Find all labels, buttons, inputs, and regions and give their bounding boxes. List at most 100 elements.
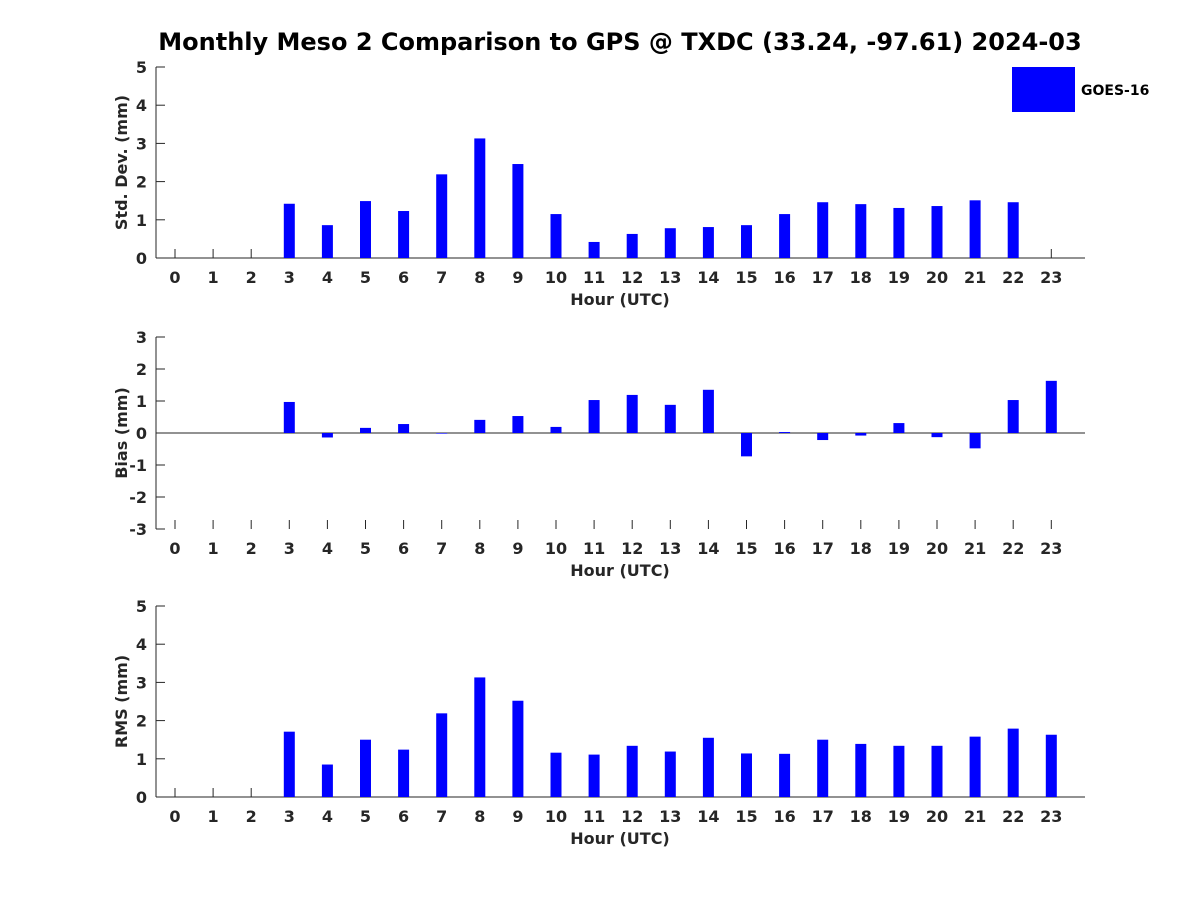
rms-x-tick-label: 18 — [850, 807, 872, 826]
bias-bar-hour-18 — [855, 433, 867, 436]
bias-bar-hour-22 — [1007, 400, 1019, 433]
rms-x-tick-label: 23 — [1040, 807, 1062, 826]
bias-bar-hour-14 — [702, 389, 714, 433]
std-dev-x-tick-label: 0 — [169, 268, 180, 287]
bias-x-tick-label: 14 — [697, 539, 719, 558]
std-dev-x-tick-label: 15 — [735, 268, 757, 287]
std-dev-x-tick-label: 6 — [398, 268, 409, 287]
bias-x-tick-label: 9 — [512, 539, 523, 558]
bias-x-tick-label: 23 — [1040, 539, 1062, 558]
bias-bar-hour-23 — [1045, 380, 1057, 433]
bias-x-tick-label: 6 — [398, 539, 409, 558]
bias-x-tick-label: 5 — [360, 539, 371, 558]
bias-x-tick-label: 15 — [735, 539, 757, 558]
rms-x-tick-label: 7 — [436, 807, 447, 826]
bias-x-tick-label: 12 — [621, 539, 643, 558]
bias-bar-hour-13 — [664, 404, 676, 433]
rms-bar-hour-10 — [550, 752, 562, 797]
std-dev-y-tick-label: 5 — [136, 58, 147, 77]
rms-bar-hour-15 — [741, 753, 752, 797]
rms-x-tick-label: 17 — [812, 807, 834, 826]
bias-x-tick-label: 22 — [1002, 539, 1024, 558]
std-dev-x-tick-label: 10 — [545, 268, 567, 287]
bias-bar-hour-21 — [969, 433, 981, 449]
std-dev-bar-hour-9 — [512, 164, 524, 258]
std-dev-bar-hour-13 — [664, 228, 676, 258]
rms-x-tick-label: 22 — [1002, 807, 1024, 826]
std-dev-x-tick-label: 19 — [888, 268, 910, 287]
std-dev-x-tick-label: 3 — [284, 268, 295, 287]
std-dev-bar-hour-18 — [855, 204, 867, 258]
std-dev-x-tick-label: 12 — [621, 268, 643, 287]
rms-y-tick-label: 3 — [136, 673, 147, 692]
bias-bar-hour-5 — [360, 427, 371, 433]
std-dev-y-tick-label: 1 — [136, 211, 147, 230]
std-dev-x-tick-label: 21 — [964, 268, 986, 287]
rms-bar-hour-11 — [588, 754, 600, 797]
bias-x-axis-label: Hour (UTC) — [570, 561, 670, 580]
rms-y-tick-label: 2 — [136, 712, 147, 731]
bias-x-tick-label: 19 — [888, 539, 910, 558]
bias-bar-hour-6 — [398, 424, 410, 433]
rms-bar-hour-14 — [702, 737, 714, 797]
std-dev-bar-hour-14 — [702, 227, 714, 258]
bias-x-tick-label: 1 — [208, 539, 219, 558]
rms-x-tick-label: 12 — [621, 807, 643, 826]
rms-x-tick-label: 3 — [284, 807, 295, 826]
std-dev-y-tick-label: 3 — [136, 134, 147, 153]
rms-bar-hour-8 — [474, 677, 486, 797]
std-dev-x-tick-label: 22 — [1002, 268, 1024, 287]
std-dev-x-tick-label: 7 — [436, 268, 447, 287]
rms-bar-hour-23 — [1045, 734, 1057, 797]
bias-bar-hour-15 — [741, 433, 752, 457]
rms-bar-hour-12 — [626, 745, 638, 797]
std-dev-bar-hour-8 — [474, 138, 486, 258]
rms-x-tick-label: 13 — [659, 807, 681, 826]
std-dev-bar-hour-6 — [398, 211, 410, 258]
std-dev-y-tick-label: 4 — [136, 96, 147, 115]
bias-bar-hour-17 — [817, 433, 829, 441]
std-dev-bar-hour-10 — [550, 214, 562, 258]
rms-x-tick-label: 15 — [735, 807, 757, 826]
bias-bar-hour-16 — [779, 432, 791, 433]
rms-x-tick-label: 19 — [888, 807, 910, 826]
std-dev-bar-hour-19 — [893, 207, 905, 258]
rms-x-tick-label: 20 — [926, 807, 948, 826]
std-dev-x-tick-label: 16 — [773, 268, 795, 287]
rms-x-tick-label: 21 — [964, 807, 986, 826]
std-dev-x-tick-label: 4 — [322, 268, 333, 287]
bias-y-tick-label: -1 — [129, 456, 147, 475]
rms-x-tick-label: 0 — [169, 807, 180, 826]
std-dev-x-tick-label: 14 — [697, 268, 719, 287]
rms-x-tick-label: 14 — [697, 807, 719, 826]
std-dev-bar-hour-12 — [626, 233, 638, 258]
std-dev-bar-hour-5 — [360, 201, 371, 258]
rms-x-tick-label: 16 — [773, 807, 795, 826]
std-dev-x-tick-label: 17 — [812, 268, 834, 287]
std-dev-x-tick-label: 5 — [360, 268, 371, 287]
rms-bar-hour-9 — [512, 700, 524, 797]
rms-bar-hour-13 — [664, 751, 676, 797]
bias-y-tick-label: 1 — [136, 392, 147, 411]
std-dev-bar-hour-17 — [817, 202, 829, 258]
rms-bar-hour-5 — [360, 739, 371, 797]
bias-x-tick-label: 11 — [583, 539, 605, 558]
bias-y-tick-label: 2 — [136, 360, 147, 379]
bias-bar-hour-4 — [321, 433, 333, 438]
rms-y-tick-label: 0 — [136, 788, 147, 807]
rms-bar-hour-16 — [779, 753, 791, 797]
bias-x-tick-label: 20 — [926, 539, 948, 558]
std-dev-bar-hour-4 — [321, 225, 333, 258]
rms-x-tick-label: 8 — [474, 807, 485, 826]
bias-y-tick-label: 3 — [136, 328, 147, 347]
bias-bar-hour-10 — [550, 426, 562, 433]
bias-x-tick-label: 3 — [284, 539, 295, 558]
std-dev-x-tick-label: 11 — [583, 268, 605, 287]
bias-x-tick-label: 17 — [812, 539, 834, 558]
bias-x-tick-label: 2 — [246, 539, 257, 558]
bias-bar-hour-9 — [512, 416, 524, 433]
rms-x-tick-label: 4 — [322, 807, 333, 826]
rms-bar-hour-7 — [436, 713, 448, 797]
rms-x-tick-label: 6 — [398, 807, 409, 826]
bias-y-tick-label: -3 — [129, 520, 147, 539]
